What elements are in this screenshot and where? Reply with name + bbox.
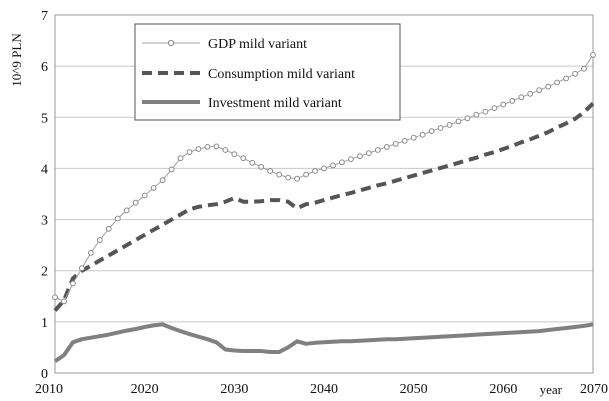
data-point-gdp bbox=[464, 115, 471, 122]
y-tick-label: 1 bbox=[41, 316, 48, 331]
data-point-gdp bbox=[527, 90, 534, 97]
data-point-gdp bbox=[348, 156, 354, 163]
x-tick-label: 2020 bbox=[131, 382, 159, 397]
legend-label-investment: Investment mild variant bbox=[208, 96, 342, 111]
data-point-gdp bbox=[482, 108, 489, 115]
data-point-gdp bbox=[455, 118, 462, 125]
data-point-gdp bbox=[177, 155, 184, 162]
data-point-gdp bbox=[61, 298, 67, 305]
x-tick-label: 2040 bbox=[310, 382, 338, 397]
legend-entry-consumption: Consumption mild variant bbox=[142, 67, 355, 82]
data-point-gdp bbox=[303, 171, 310, 178]
y-tick-label: 0 bbox=[41, 367, 48, 382]
data-point-gdp bbox=[590, 52, 596, 58]
data-point-gdp bbox=[500, 101, 507, 108]
data-point-gdp bbox=[150, 185, 157, 191]
legend-label-consumption: Consumption mild variant bbox=[208, 67, 355, 82]
data-point-gdp bbox=[186, 149, 193, 156]
x-tick-label: 2050 bbox=[400, 382, 428, 397]
data-point-gdp bbox=[168, 166, 175, 173]
series-line-investment bbox=[53, 322, 594, 363]
data-point-gdp bbox=[249, 159, 256, 166]
data-point-gdp bbox=[132, 199, 139, 206]
data-point-gdp bbox=[518, 94, 525, 101]
data-point-gdp bbox=[410, 134, 417, 141]
x-tick-label: 2060 bbox=[489, 382, 517, 397]
data-point-gdp bbox=[330, 162, 336, 169]
y-tick-label: 2 bbox=[41, 265, 48, 280]
data-point-gdp bbox=[141, 192, 148, 199]
data-point-gdp bbox=[114, 215, 121, 222]
data-point-gdp bbox=[365, 150, 372, 157]
data-point-gdp bbox=[563, 75, 569, 82]
y-axis-label: 10^9 PLN bbox=[9, 33, 24, 87]
data-point-gdp bbox=[267, 168, 274, 174]
data-point-gdp bbox=[312, 168, 318, 174]
x-tick-label: 2030 bbox=[220, 382, 248, 397]
series-layer bbox=[52, 52, 596, 363]
data-point-gdp bbox=[392, 141, 399, 147]
x-tick-label: 2070 bbox=[580, 382, 608, 397]
y-tick-labels: 0 1 2 3 4 5 6 7 bbox=[41, 9, 48, 382]
x-tick-labels: 2010 2020 2030 2040 2050 2060 2070 bbox=[35, 382, 608, 397]
data-point-gdp bbox=[437, 125, 444, 131]
y-tick-label: 3 bbox=[41, 214, 48, 229]
data-point-gdp bbox=[473, 111, 480, 118]
data-point-gdp bbox=[195, 146, 202, 152]
x-tick-label: 2010 bbox=[35, 382, 63, 397]
y-tick-label: 4 bbox=[41, 162, 48, 177]
data-point-gdp bbox=[240, 155, 247, 162]
data-point-gdp bbox=[70, 280, 76, 287]
legend-entry-investment: Investment mild variant bbox=[142, 96, 342, 111]
data-point-gdp bbox=[204, 144, 211, 150]
data-point-gdp bbox=[123, 207, 130, 214]
y-tick-label: 6 bbox=[41, 60, 48, 75]
legend-marker-gdp bbox=[167, 39, 175, 47]
data-point-gdp bbox=[79, 265, 85, 272]
data-point-gdp bbox=[419, 131, 426, 138]
data-point-gdp bbox=[572, 70, 578, 77]
data-point-gdp bbox=[294, 175, 301, 182]
data-point-gdp bbox=[581, 65, 587, 72]
legend-entry-gdp: GDP mild variant bbox=[142, 37, 307, 52]
legend: GDP mild variant Consumption mild varian… bbox=[134, 23, 401, 121]
data-point-gdp bbox=[339, 159, 345, 166]
plot-area-frame bbox=[54, 14, 594, 374]
data-point-gdp bbox=[285, 174, 292, 181]
data-point-gdp bbox=[276, 171, 283, 178]
data-point-gdp bbox=[96, 237, 103, 243]
x-axis-label: year bbox=[540, 382, 563, 397]
series-line-consumption bbox=[53, 102, 595, 312]
data-point-gdp bbox=[401, 137, 408, 144]
data-point-gdp bbox=[231, 151, 238, 158]
data-point-gdp bbox=[509, 98, 516, 104]
data-point-gdp bbox=[554, 79, 560, 86]
data-point-gdp bbox=[383, 144, 390, 150]
data-point-gdp bbox=[213, 143, 220, 150]
data-point-gdp bbox=[491, 105, 498, 111]
data-point-gdp bbox=[321, 165, 327, 172]
data-point-gdp bbox=[357, 153, 363, 160]
y-tick-label: 7 bbox=[41, 9, 48, 24]
data-point-gdp bbox=[222, 147, 229, 153]
data-point-gdp bbox=[88, 249, 94, 256]
data-point-gdp bbox=[258, 164, 265, 170]
legend-label-gdp: GDP mild variant bbox=[208, 37, 307, 52]
data-point-gdp bbox=[105, 225, 112, 232]
data-point-gdp bbox=[159, 177, 166, 184]
data-point-gdp bbox=[536, 87, 543, 94]
data-point-gdp bbox=[374, 147, 381, 153]
data-point-gdp bbox=[428, 128, 435, 135]
y-tick-label: 5 bbox=[41, 111, 48, 126]
data-point-gdp bbox=[545, 83, 552, 90]
data-point-gdp bbox=[446, 122, 453, 128]
data-point-gdp bbox=[52, 294, 58, 301]
